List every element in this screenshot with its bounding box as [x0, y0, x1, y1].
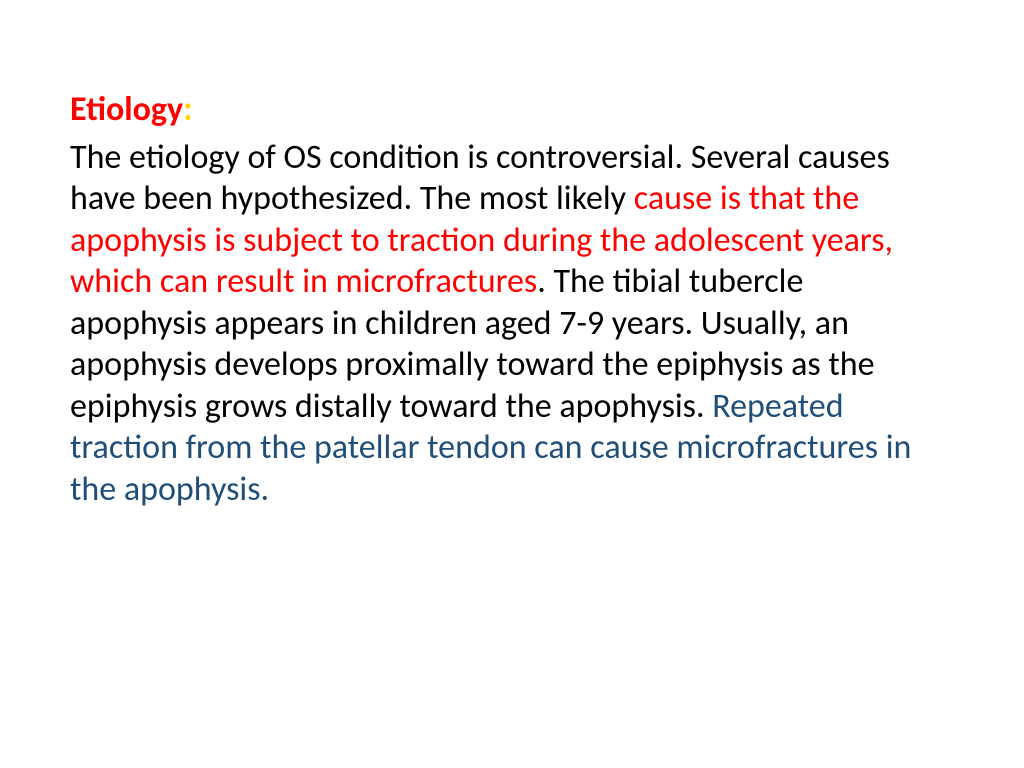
body-paragraph: The etiology of OS condition is controve…	[70, 137, 930, 510]
heading-colon: :	[183, 89, 192, 130]
slide-page: Etiology: The etiology of OS condition i…	[0, 0, 1024, 768]
heading-word: Etiology	[70, 89, 183, 130]
section-heading: Etiology:	[70, 90, 954, 131]
